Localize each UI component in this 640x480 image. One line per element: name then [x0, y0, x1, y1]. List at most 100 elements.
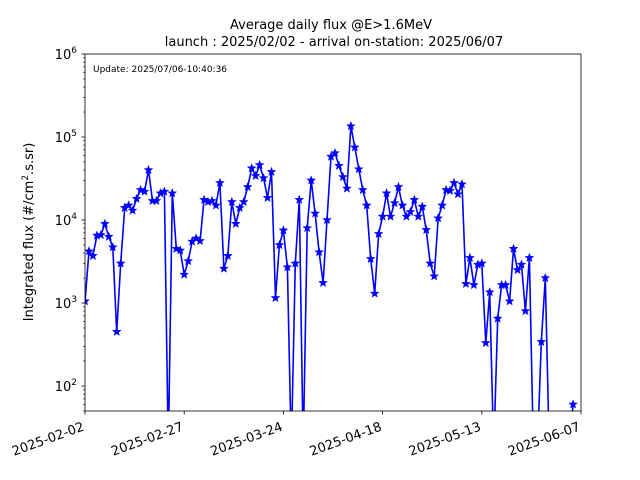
data-point: [449, 177, 459, 188]
data-point: [330, 147, 340, 158]
data-point: [159, 186, 170, 196]
data-point: [341, 183, 352, 193]
x-tick-label: 2025-02-27: [109, 420, 185, 460]
data-point: [151, 195, 162, 206]
data-point: [242, 181, 253, 192]
y-tick-label: 103: [55, 295, 77, 312]
data-point: [520, 305, 531, 316]
data-point: [107, 242, 118, 252]
data-point: [389, 197, 400, 208]
data-point: [214, 177, 225, 188]
y-axis-label-sup: 2: [21, 175, 31, 181]
data-point: [211, 200, 221, 210]
data-point: [234, 202, 245, 213]
data-point: [274, 239, 285, 250]
data-point: [476, 258, 487, 268]
y-tick-exp: 5: [71, 129, 77, 139]
data-point: [195, 235, 205, 246]
data-point: [222, 250, 233, 261]
data-point: [413, 211, 424, 221]
data-point: [85, 246, 94, 256]
y-axis-label-tail: .s.sr): [22, 143, 37, 175]
y-tick-base: 10: [55, 297, 72, 312]
y-tick-base: 10: [55, 380, 72, 395]
data-point: [401, 211, 412, 221]
data-point: [568, 399, 578, 409]
y-axis-label-main: Integrated flux (#/cm: [22, 181, 37, 322]
data-point: [453, 188, 463, 199]
data-point: [409, 194, 420, 205]
data-point: [167, 188, 178, 198]
data-point: [381, 188, 392, 198]
data-point: [318, 277, 328, 288]
data-point: [369, 288, 380, 298]
data-point: [306, 175, 317, 185]
plot-frame: [84, 53, 582, 412]
data-point: [484, 287, 495, 297]
data-point: [218, 263, 229, 273]
y-tick-base: 10: [55, 214, 72, 229]
x-axis: 2025-02-02 2025-02-27 2025-03-24 2025-04-18…: [10, 411, 582, 460]
data-point: [516, 259, 527, 269]
data-point: [191, 233, 202, 243]
flux-line: [85, 125, 574, 411]
data-point: [421, 224, 432, 235]
data-point: [500, 279, 511, 290]
data-point: [139, 186, 150, 196]
data-point: [270, 292, 281, 303]
data-point: [143, 164, 154, 175]
data-point: [246, 163, 257, 173]
data-point: [111, 326, 122, 336]
data-point: [429, 271, 440, 281]
data-point: [540, 272, 551, 283]
data-point: [397, 200, 408, 210]
y-tick-label: 106: [55, 46, 78, 63]
x-tick-label: 2025-05-13: [407, 420, 483, 460]
data-point: [230, 218, 241, 228]
data-point: [322, 214, 332, 225]
x-tick-label: 2025-02-02: [10, 420, 86, 460]
data-point: [393, 181, 404, 192]
x-tick-label: 2025-03-24: [209, 420, 285, 460]
data-point: [183, 255, 194, 266]
update-annotation: Update: 2025/07/06-10:40:36: [93, 65, 227, 75]
data-point: [425, 258, 436, 268]
data-point: [512, 264, 523, 275]
data-point: [433, 213, 444, 223]
data-point: [536, 336, 547, 347]
data-point: [250, 170, 261, 181]
data-point: [290, 258, 301, 268]
data-point: [349, 142, 360, 152]
data-point: [464, 252, 475, 263]
data-point: [254, 159, 265, 170]
y-tick-label: 104: [55, 212, 78, 229]
data-point: [123, 200, 134, 210]
x-tick-label: 2025-04-18: [308, 420, 384, 460]
data-point: [405, 206, 416, 217]
chart-subtitle: launch : 2025/02/02 - arrival on-station…: [165, 35, 503, 50]
y-tick-base: 10: [55, 131, 72, 146]
y-axis-label: Integrated flux (#/cm2.s.sr): [21, 143, 37, 322]
y-tick-exp: 3: [71, 295, 77, 305]
data-point: [88, 250, 98, 261]
data-point: [334, 160, 344, 170]
data-point: [127, 205, 138, 215]
y-tick-exp: 4: [71, 212, 77, 222]
data-point: [258, 172, 269, 183]
data-point: [504, 296, 515, 306]
data-point: [115, 258, 126, 268]
data-point: [238, 196, 249, 207]
flux-series: [85, 121, 578, 411]
data-point: [457, 179, 467, 189]
data-point: [85, 296, 90, 306]
data-point: [278, 225, 289, 235]
data-point: [445, 185, 455, 195]
data-point: [207, 195, 217, 206]
data-point: [417, 201, 428, 211]
data-point: [468, 279, 479, 290]
data-point: [373, 228, 384, 239]
data-point: [175, 245, 186, 255]
data-point: [262, 192, 273, 203]
